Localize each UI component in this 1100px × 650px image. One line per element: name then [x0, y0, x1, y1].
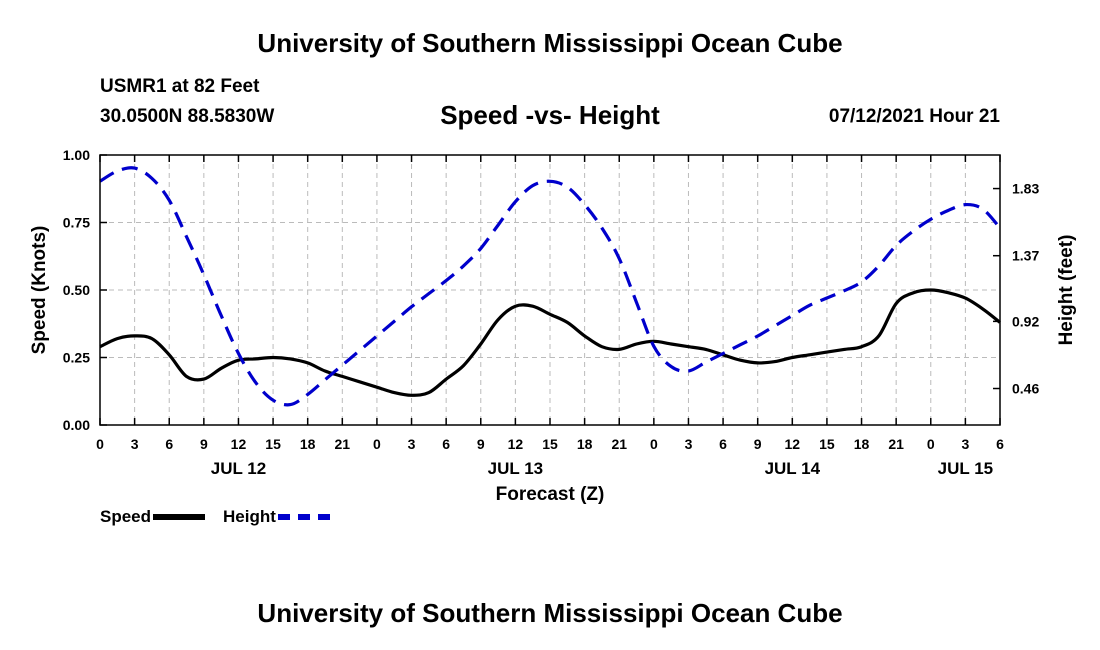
x-tick-label: 6 [719, 436, 727, 452]
x-tick-label: 0 [96, 436, 104, 452]
x-tick-label: 15 [265, 436, 281, 452]
y-tick-label: 0.75 [63, 215, 90, 231]
x-tick-label: 9 [200, 436, 208, 452]
x-tick-label: 0 [650, 436, 658, 452]
x-tick-label: 15 [542, 436, 558, 452]
y2-axis-label: Height (feet) [1056, 235, 1077, 346]
y-axis-label: Speed (Knots) [29, 226, 50, 355]
x-tick-label: 21 [888, 436, 904, 452]
date-label: JUL 13 [488, 459, 543, 478]
x-tick-label: 18 [300, 436, 316, 452]
y2-tick-label: 1.37 [1012, 248, 1039, 264]
x-tick-label: 12 [231, 436, 247, 452]
x-tick-label: 21 [335, 436, 351, 452]
y-tick-label: 0.00 [63, 417, 90, 433]
ticks: 0 3 6 9 12 15 18 21 0 3 6 9 12 15 18 21 0 3 6 9 12 15 18 21 0 3 6J… [63, 147, 1040, 478]
x-tick-label: 6 [165, 436, 173, 452]
x-tick-label: 15 [819, 436, 835, 452]
legend-speed-label: Speed [100, 507, 152, 526]
x-tick-label: 6 [442, 436, 450, 452]
legend: Speed Height [100, 507, 348, 527]
x-tick-label: 12 [785, 436, 801, 452]
x-tick-label: 3 [685, 436, 693, 452]
footer-title: University of Southern Mississippi Ocean… [257, 598, 843, 628]
x-tick-label: 3 [408, 436, 416, 452]
y-tick-label: 0.50 [63, 282, 90, 298]
y2-tick-label: 0.46 [1012, 381, 1039, 397]
x-axis-label: Forecast (Z) [496, 484, 605, 505]
x-tick-label: 9 [477, 436, 485, 452]
y2-tick-label: 0.92 [1012, 313, 1039, 329]
x-tick-label: 21 [611, 436, 627, 452]
legend-speed-swatch [153, 514, 206, 520]
x-tick-label: 6 [996, 436, 1004, 452]
chart-date: 07/12/2021 Hour 21 [828, 106, 1000, 127]
grid [100, 155, 1000, 425]
y-tick-label: 1.00 [63, 147, 90, 163]
x-tick-label: 3 [961, 436, 969, 452]
y2-tick-label: 1.83 [1012, 181, 1039, 197]
speed-series-line [99, 288, 1001, 397]
date-label: JUL 12 [211, 459, 266, 478]
legend-height-swatch [277, 514, 330, 520]
x-tick-label: 0 [927, 436, 935, 452]
series-layer [99, 166, 1002, 407]
x-tick-label: 12 [508, 436, 524, 452]
x-tick-label: 18 [577, 436, 593, 452]
header-title: University of Southern Mississippi Ocean… [257, 28, 843, 58]
x-tick-label: 9 [754, 436, 762, 452]
x-tick-label: 0 [373, 436, 381, 452]
station-label: USMR1 at 82 Feet [100, 76, 260, 97]
chart-title: Speed -vs- Height [440, 100, 660, 130]
date-label: JUL 14 [765, 459, 821, 478]
height-series-line [99, 166, 1002, 407]
y-tick-label: 0.25 [63, 350, 90, 366]
x-tick-label: 3 [131, 436, 139, 452]
date-label: JUL 15 [938, 459, 993, 478]
x-tick-label: 18 [854, 436, 870, 452]
coordinates-label: 30.0500N 88.5830W [100, 106, 275, 127]
legend-height-label: Height [223, 507, 276, 526]
